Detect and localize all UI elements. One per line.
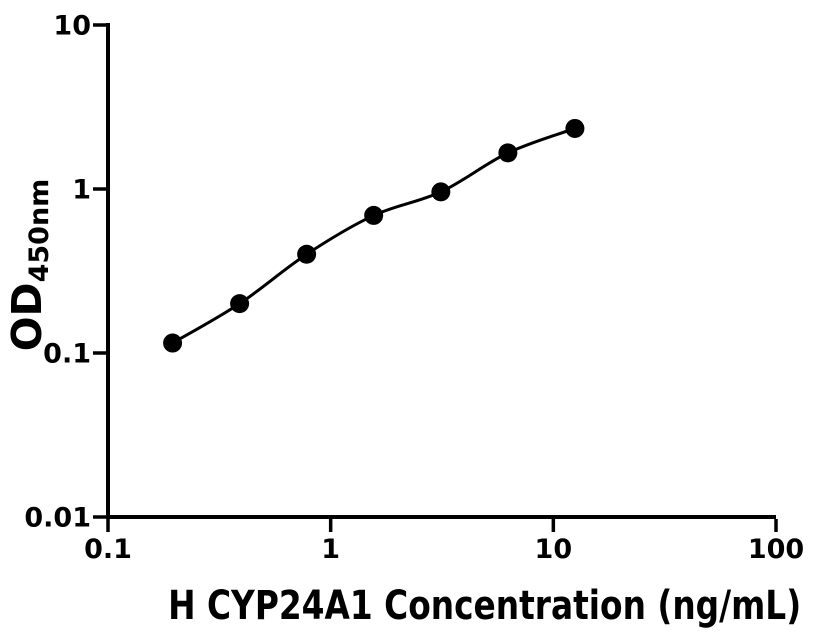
data-point <box>230 294 250 314</box>
y-axis-title: OD450nm <box>3 179 55 352</box>
y-tick-label: 0.01 <box>24 503 91 534</box>
data-point <box>565 118 585 138</box>
y-tick-label: 1 <box>72 175 91 206</box>
x-tick-label: 0.1 <box>84 534 132 565</box>
y-tick-label: 0.1 <box>43 339 91 370</box>
data-point <box>431 182 451 202</box>
x-tick-label: 10 <box>535 534 573 565</box>
y-tick-label: 10 <box>53 11 91 42</box>
data-point <box>364 205 384 225</box>
y-axis-title-main: OD <box>3 282 51 352</box>
x-tick-label: 100 <box>748 534 804 565</box>
data-point <box>297 244 317 264</box>
axis-spines <box>106 23 776 519</box>
data-point <box>498 143 518 163</box>
x-axis-title: H CYP24A1 Concentration (ng/mL) <box>168 583 802 629</box>
data-point <box>163 333 183 353</box>
y-axis-title-subscript: 450nm <box>24 178 55 283</box>
x-tick-label: 1 <box>321 534 340 565</box>
fit-curve <box>171 127 576 345</box>
